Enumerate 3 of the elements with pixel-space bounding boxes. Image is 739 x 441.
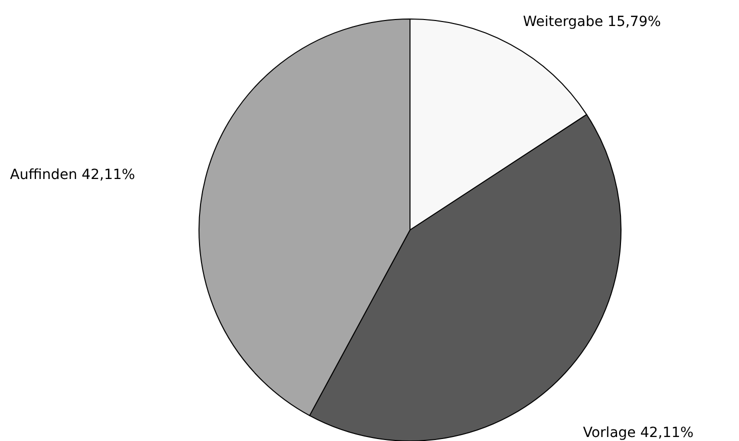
slice-label: Auffinden 42,11% <box>10 167 136 183</box>
slice-label: Vorlage 42,11% <box>583 425 694 441</box>
slice-label: Weitergabe 15,79% <box>523 14 661 30</box>
